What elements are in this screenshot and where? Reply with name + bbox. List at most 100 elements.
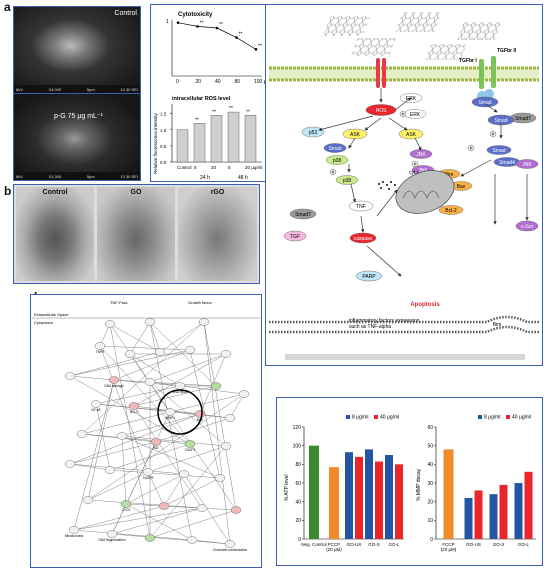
ipa-node <box>164 408 176 416</box>
sem-scale-bar-bottom: 8kV X3,300 5μm 10 30 SEI <box>14 172 140 180</box>
ros-x-tick: 5 <box>228 165 231 170</box>
x-tick: GO-L <box>388 542 399 547</box>
label-jnk1: JNK <box>416 152 426 158</box>
phospho-icon <box>489 130 497 138</box>
node-ros <box>365 104 397 116</box>
node-bcl2 <box>438 205 464 215</box>
ipa-node <box>194 410 206 418</box>
node-smad_l <box>323 143 347 153</box>
bar-series-2 <box>524 471 533 539</box>
y-tick: 0 <box>430 537 433 543</box>
ros-y-tick: 1.0 <box>160 128 167 133</box>
cyto-point <box>215 26 219 30</box>
ipa-node-label: DNA damage <box>105 384 124 388</box>
x-tick: (20 μM) <box>326 547 342 552</box>
ipa-node <box>90 400 102 408</box>
legend-swatch-2 <box>374 415 378 419</box>
ipa-node <box>94 342 106 350</box>
cyto-x-tick: 0 <box>176 79 179 85</box>
label-smad2: Smad <box>478 100 491 106</box>
ipa-node <box>104 320 116 328</box>
ros-bar <box>227 111 240 163</box>
node-smad2 <box>471 96 499 108</box>
legend-swatch-1 <box>346 415 350 419</box>
cyto-x-tick: 100 μg/ml <box>254 79 267 85</box>
cyto-sig: ** <box>258 43 262 49</box>
receptor-tgfbr1: TGFbr I <box>459 58 477 64</box>
legend-label-1: 8 μg/ml <box>484 415 501 421</box>
ipa-node <box>220 350 232 358</box>
tem-label-go: GO <box>130 189 142 196</box>
node-jnk3 <box>515 159 539 169</box>
bar <box>329 467 339 539</box>
ipa-node <box>178 470 190 478</box>
graphene-sheet-icon <box>456 22 502 40</box>
cyto-point <box>254 48 258 51</box>
bar-series-1 <box>365 449 373 539</box>
sem-image-treated: p-G 75 μg mL⁻¹ 8kV X3,300 5μm 10 30 SEI <box>13 93 141 181</box>
ipa-node-label: DNA repair <box>172 390 189 394</box>
ipa-node <box>68 526 80 534</box>
node-parp <box>355 270 383 282</box>
label-ros: ROS <box>376 108 388 114</box>
ipa-node-label: BID <box>153 446 159 450</box>
ipa-node <box>64 460 76 468</box>
ros-x-tick: Control <box>177 165 192 170</box>
ipa-node <box>154 348 166 356</box>
ipa-node <box>128 402 140 410</box>
ipa-node <box>198 318 210 326</box>
label-smad_c: Smad <box>492 148 505 154</box>
ipa-node <box>120 500 132 508</box>
bar <box>443 449 454 539</box>
bar-series-2 <box>474 490 483 539</box>
bar-series-1 <box>489 494 498 539</box>
graphene-sheet-icon <box>394 12 443 32</box>
legend-label-1: 8 μg/ml <box>352 415 369 421</box>
ipa-top-label-1: TNF-FasL <box>110 300 129 305</box>
label-cytc: cyt c <box>409 170 420 176</box>
node-tgf <box>283 230 307 242</box>
ipa-node <box>144 318 156 326</box>
ipa-node <box>142 468 154 476</box>
label-smad_l: Smad <box>328 146 341 152</box>
label-bim2: Bim <box>493 322 502 328</box>
label-tgf: TGF <box>290 234 300 240</box>
cyto-y-top: 1 <box>166 19 169 25</box>
tem-image-rgo: rGO <box>178 187 257 281</box>
phospho-icon <box>411 160 419 168</box>
ipa-node <box>108 376 120 384</box>
ipa-top-label-2: Growth factor <box>188 300 213 305</box>
y-tick: 50 <box>427 443 433 449</box>
cyto-point <box>196 25 199 28</box>
ipa-node <box>224 414 236 422</box>
ros-x-tick: 20 <box>211 165 217 170</box>
y-tick: 30 <box>427 481 433 487</box>
ros-y-tick: 1.5 <box>160 112 167 117</box>
label-bcl2: Bcl-2 <box>445 208 457 214</box>
panel-letter-b: b <box>4 184 12 198</box>
bar-series-1 <box>514 483 523 539</box>
label-ask2: ASK <box>406 132 417 138</box>
x-tick: GO-S <box>493 542 505 547</box>
ros-sig: ** <box>229 106 233 112</box>
cyto-sig: ** <box>219 22 223 28</box>
label-tnf: TNF <box>356 204 366 210</box>
ros-x-tick: 20 μg/ml <box>245 165 262 170</box>
phospho-label: P <box>402 113 405 117</box>
label-smad7l: Smad7 <box>295 212 311 218</box>
bar-series-2 <box>499 484 508 539</box>
label-p53: p53 <box>309 130 318 136</box>
panel-c-charts: Cytotoxicity 1 0 20 40 80 100 μg/ml ** ** ** **… <box>153 12 267 181</box>
ros-title: intracellular ROS level <box>172 96 231 102</box>
ipa-node <box>196 504 208 512</box>
x-tick: (20 μM) <box>441 547 457 552</box>
label-caspase: caspase <box>354 236 373 242</box>
label-erk2: ERK <box>410 112 421 118</box>
ipa-node <box>116 432 128 440</box>
bar-series-2 <box>395 464 403 539</box>
graphene-sheet-icon <box>424 44 467 60</box>
tem-label-rgo: rGO <box>210 189 225 196</box>
ros-group-48h: 48 h <box>238 175 248 181</box>
cyto-sig: ** <box>239 32 243 38</box>
ros-bar <box>193 123 206 163</box>
